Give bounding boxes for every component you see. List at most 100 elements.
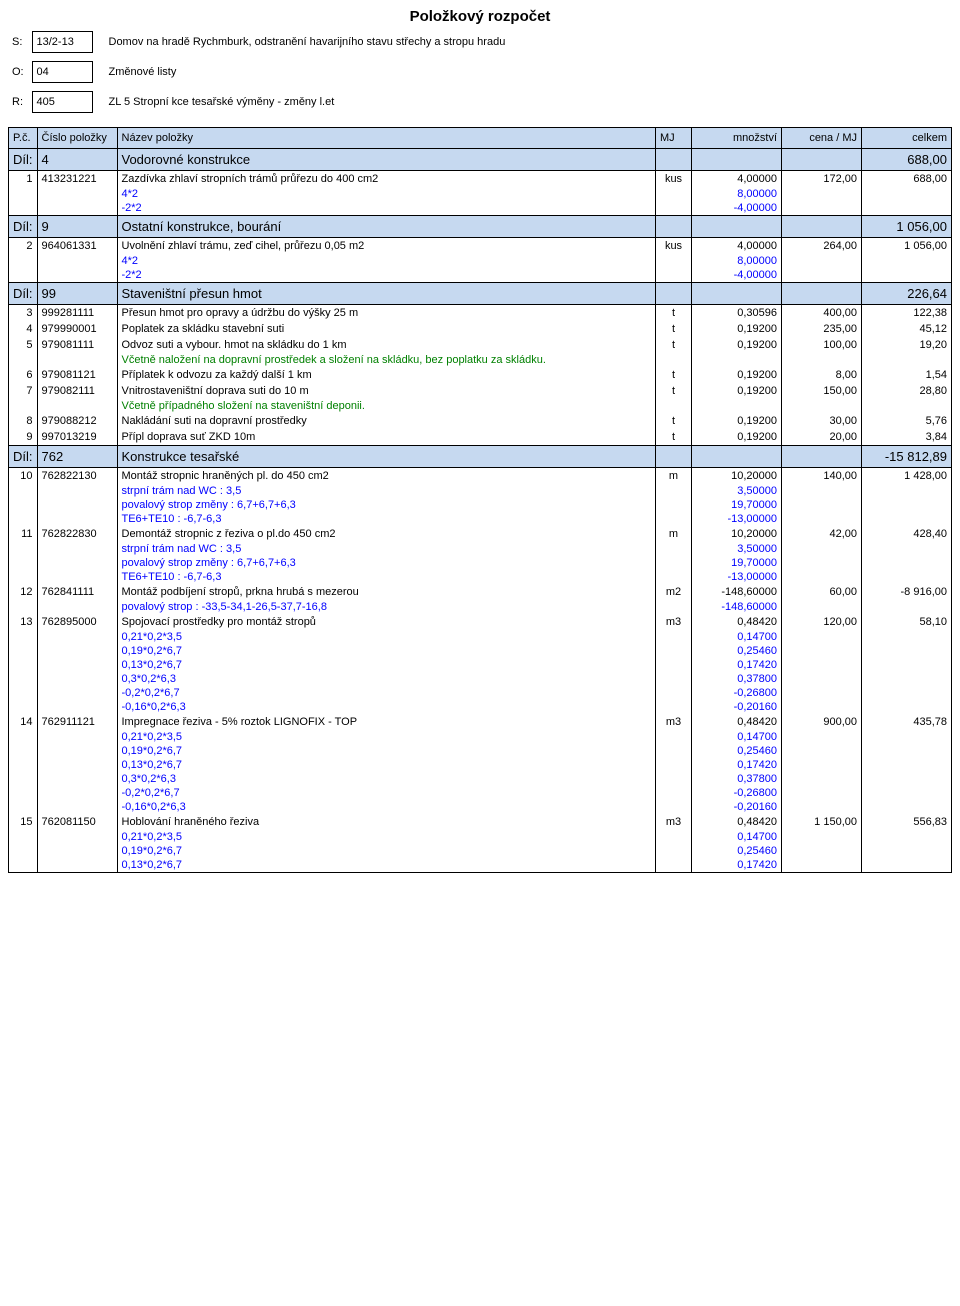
item-total: 1 428,00: [862, 468, 952, 485]
item-row: 11762822830Demontáž stropnic z řeziva o …: [9, 526, 952, 542]
item-code: 999281111: [37, 305, 117, 322]
section-dil: 9: [37, 216, 117, 238]
hdr-r-label: R:: [8, 92, 32, 113]
calc-text: TE6+TE10 : -6,7-6,3: [117, 570, 656, 584]
section-empty: [656, 216, 692, 238]
calc-row: -2*2-4,00000: [9, 268, 952, 283]
calc-row: Včetně případného složení na staveništní…: [9, 399, 952, 413]
section-row: Díl:9Ostatní konstrukce, bourání1 056,00: [9, 216, 952, 238]
item-num: 10: [9, 468, 38, 485]
item-num: 13: [9, 614, 38, 630]
section-name: Konstrukce tesařské: [117, 446, 656, 468]
item-num: 7: [9, 383, 38, 399]
item-mj: m: [656, 526, 692, 542]
section-dil-label: Díl:: [9, 283, 38, 305]
calc-row: 0,3*0,2*6,30,37800: [9, 672, 952, 686]
item-code: 979990001: [37, 321, 117, 337]
section-empty: [782, 216, 862, 238]
calc-value: -148,60000: [692, 600, 782, 614]
item-num: 1: [9, 171, 38, 188]
item-name: Poplatek za skládku stavební suti: [117, 321, 656, 337]
item-num: 3: [9, 305, 38, 322]
calc-value: 0,17420: [692, 758, 782, 772]
calc-row: 0,21*0,2*3,50,14700: [9, 630, 952, 644]
section-dil: 99: [37, 283, 117, 305]
item-qty: 4,00000: [692, 238, 782, 255]
calc-row: povalový strop : -33,5-34,1-26,5-37,7-16…: [9, 600, 952, 614]
calc-value: -13,00000: [692, 512, 782, 526]
item-mj: m3: [656, 614, 692, 630]
item-total: 28,80: [862, 383, 952, 399]
item-row: 14762911121Impregnace řeziva - 5% roztok…: [9, 714, 952, 730]
section-row: Díl:99Staveništní přesun hmot226,64: [9, 283, 952, 305]
section-dil-label: Díl:: [9, 216, 38, 238]
item-qty: 0,19200: [692, 321, 782, 337]
calc-value: 0,37800: [692, 772, 782, 786]
calc-row: TE6+TE10 : -6,7-6,3-13,00000: [9, 570, 952, 584]
calc-row: 0,13*0,2*6,7 0,17420: [9, 658, 952, 672]
calc-text: 0,3*0,2*6,3: [117, 772, 656, 786]
calc-value: 3,50000: [692, 484, 782, 498]
item-name: Montáž podbíjení stropů, prkna hrubá s m…: [117, 584, 656, 600]
item-total: 556,83: [862, 814, 952, 830]
calc-text: 0,19*0,2*6,7: [117, 844, 656, 858]
item-qty: 0,19200: [692, 367, 782, 383]
item-row: 10762822130Montáž stropnic hraněných pl.…: [9, 468, 952, 485]
calc-value: 0,14700: [692, 830, 782, 844]
item-row: 3999281111Přesun hmot pro opravy a údržb…: [9, 305, 952, 322]
calc-row: Včetně naložení na dopravní prostředek a…: [9, 353, 952, 367]
calc-value: 8,00000: [692, 187, 782, 201]
item-total: 428,40: [862, 526, 952, 542]
calc-row: 0,13*0,2*6,70,17420: [9, 858, 952, 873]
section-row: Díl:762Konstrukce tesařské-15 812,89: [9, 446, 952, 468]
calc-row: -0,2*0,2*6,7-0,26800: [9, 686, 952, 700]
calc-value: 3,50000: [692, 542, 782, 556]
item-code: 762841111: [37, 584, 117, 600]
calc-value: 0,17420: [692, 658, 782, 672]
item-qty: 0,19200: [692, 337, 782, 353]
item-name: Uvolnění zhlaví trámu, zeď cihel, průřez…: [117, 238, 656, 255]
calc-value: -4,00000: [692, 201, 782, 216]
item-total: 5,76: [862, 413, 952, 429]
item-name: Nakládání suti na dopravní prostředky: [117, 413, 656, 429]
section-empty: [692, 446, 782, 468]
calc-value: -0,26800: [692, 786, 782, 800]
calc-text: 0,13*0,2*6,7: [117, 658, 656, 672]
item-name: Montáž stropnic hraněných pl. do 450 cm2: [117, 468, 656, 485]
item-qty: 0,19200: [692, 429, 782, 446]
section-empty: [782, 446, 862, 468]
col-mnoz: množství: [692, 128, 782, 149]
section-empty: [692, 216, 782, 238]
item-qty: 10,20000: [692, 468, 782, 485]
calc-row: 0,3*0,2*6,3 0,37800: [9, 772, 952, 786]
item-unit: 1 150,00: [782, 814, 862, 830]
item-qty: -148,60000: [692, 584, 782, 600]
item-mj: t: [656, 429, 692, 446]
calc-value: 8,00000: [692, 254, 782, 268]
item-name: Zazdívka zhlaví stropních trámů průřezu …: [117, 171, 656, 188]
col-celkem: celkem: [862, 128, 952, 149]
calc-text: -2*2: [117, 268, 656, 283]
item-qty: 4,00000: [692, 171, 782, 188]
item-num: 8: [9, 413, 38, 429]
hdr-o-val: 04: [32, 62, 92, 83]
calc-value: 19,70000: [692, 498, 782, 512]
item-qty: 0,48420: [692, 614, 782, 630]
calc-row: TE6+TE10 : -6,7-6,3-13,00000: [9, 512, 952, 526]
calc-value: -0,20160: [692, 700, 782, 714]
item-name: Přípl doprava suť ZKD 10m: [117, 429, 656, 446]
calc-row: strpní trám nad WC : 3,5 3,50000: [9, 542, 952, 556]
item-code: 979081111: [37, 337, 117, 353]
calc-row: povalový strop změny : 6,7+6,7+6,319,700…: [9, 556, 952, 570]
item-name: Hoblování hraněného řeziva: [117, 814, 656, 830]
item-unit: 235,00: [782, 321, 862, 337]
item-mj: kus: [656, 171, 692, 188]
calc-row: -2*2-4,00000: [9, 201, 952, 216]
item-code: 979088212: [37, 413, 117, 429]
calc-text: strpní trám nad WC : 3,5: [117, 542, 656, 556]
item-qty: 0,30596: [692, 305, 782, 322]
col-nazev: Název položky: [117, 128, 656, 149]
calc-text: 0,21*0,2*3,5: [117, 730, 656, 744]
hdr-o-label: O:: [8, 62, 32, 83]
budget-table: P.č. Číslo položky Název položky MJ množ…: [8, 127, 952, 873]
